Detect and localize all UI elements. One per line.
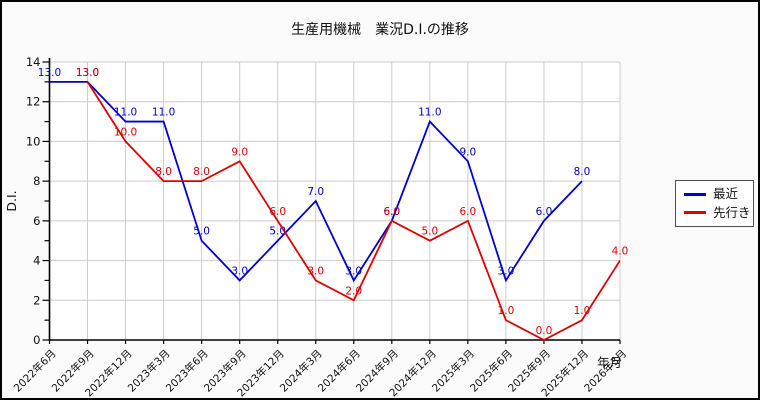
- point-label-outlook: 3.0: [307, 265, 324, 277]
- point-label-outlook: 6.0: [383, 206, 400, 218]
- series-line-recent: [49, 80, 583, 283]
- y-tick-label: 0: [33, 333, 40, 347]
- point-label-outlook: 8.0: [155, 166, 172, 178]
- point-label-recent: 11.0: [152, 107, 175, 119]
- point-label-recent: 9.0: [460, 146, 477, 158]
- y-tick-label: 2: [33, 293, 40, 307]
- point-label-recent: 5.0: [269, 226, 286, 238]
- legend-label-recent: 最近: [713, 186, 739, 201]
- y-tick-label: 6: [33, 214, 40, 228]
- point-label-recent: 7.0: [307, 186, 324, 198]
- legend-item-recent: 最近: [684, 186, 748, 201]
- point-label-recent: 13.0: [38, 67, 61, 79]
- y-tick-label: 12: [26, 95, 41, 109]
- point-label-recent: 11.0: [418, 107, 441, 119]
- point-label-recent: 3.0: [345, 265, 362, 277]
- point-label-outlook: 2.0: [345, 285, 362, 297]
- point-label-outlook: 6.0: [460, 206, 477, 218]
- legend-label-outlook: 先行き: [713, 204, 751, 220]
- point-label-recent: 6.0: [383, 206, 400, 218]
- point-label-outlook: 6.0: [269, 206, 286, 218]
- legend-item-outlook: 先行き: [684, 204, 751, 220]
- point-label-recent: 3.0: [498, 265, 515, 277]
- y-tick-label: 10: [26, 134, 41, 148]
- point-label-recent: 5.0: [193, 226, 210, 238]
- legend: 最近 先行き: [675, 180, 754, 227]
- y-tick-label: 4: [33, 254, 40, 268]
- x-axis-title: 年月: [597, 355, 622, 370]
- point-label-outlook: 0.0: [536, 325, 553, 337]
- point-label-recent: 8.0: [574, 166, 591, 178]
- chart-title: 生産用機械 業況D.I.の推移: [291, 22, 469, 38]
- point-label-recent: 6.0: [536, 206, 553, 218]
- point-label-outlook: 1.0: [498, 305, 515, 317]
- point-label-outlook: 10.0: [114, 126, 137, 138]
- y-tick-label: 8: [33, 174, 40, 188]
- point-label-outlook: 5.0: [421, 226, 438, 238]
- point-label-recent: 13.0: [76, 67, 99, 79]
- point-label-recent: 3.0: [231, 265, 248, 277]
- point-label-outlook: 13.0: [76, 67, 99, 79]
- legend-line-outlook-icon: [684, 211, 706, 215]
- legend-line-recent-icon: [684, 192, 706, 196]
- point-label-outlook: 1.0: [574, 305, 591, 317]
- y-tick-label: 14: [26, 55, 41, 69]
- y-axis-title: D.I.: [4, 190, 19, 211]
- point-label-outlook: 8.0: [193, 166, 210, 178]
- plot-area: 024681012142022年6月2022年9月2022年12月2023年3月…: [11, 55, 629, 399]
- point-label-outlook: 9.0: [231, 146, 248, 158]
- plot-background: [49, 62, 620, 340]
- series-line-outlook: [86, 81, 621, 342]
- point-label-outlook: 4.0: [612, 246, 629, 258]
- point-label-recent: 11.0: [114, 107, 137, 119]
